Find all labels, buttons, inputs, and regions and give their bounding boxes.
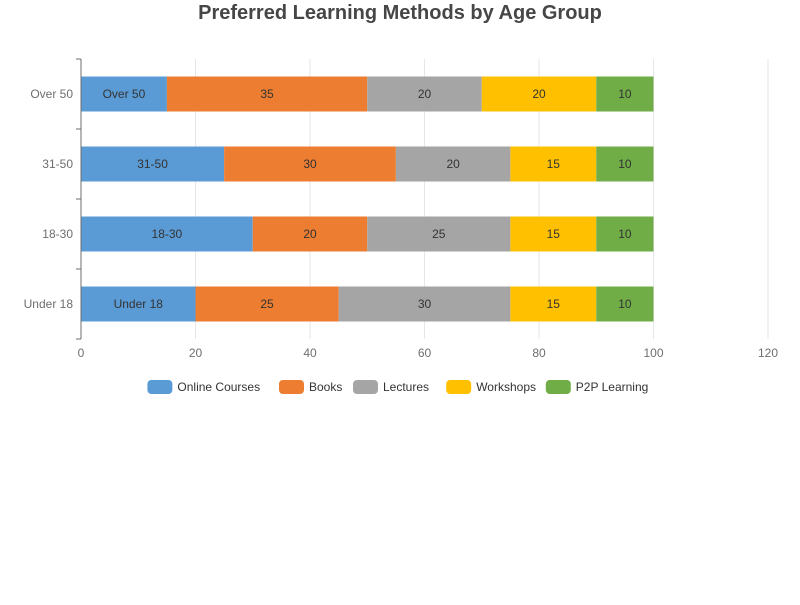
bar-segment	[81, 76, 167, 112]
y-tick-label: Over 50	[30, 87, 73, 101]
bar-segment	[596, 216, 654, 252]
data-label: Under 18	[114, 297, 164, 311]
x-tick-label: 0	[78, 346, 85, 360]
legend-swatch[interactable]	[279, 380, 304, 394]
legend-swatch[interactable]	[353, 380, 378, 394]
legend-label[interactable]: P2P Learning	[576, 380, 649, 394]
legend-swatch[interactable]	[545, 380, 571, 394]
y-tick-label: Under 18	[24, 297, 74, 311]
data-label: 15	[547, 157, 561, 171]
legend-label[interactable]: Lectures	[383, 380, 429, 394]
bar-segment	[166, 76, 368, 112]
bar-segment	[252, 216, 368, 252]
legend-swatch[interactable]	[446, 380, 472, 394]
bar-segment	[510, 216, 597, 252]
data-label: 18-30	[152, 227, 183, 241]
bar-segment	[81, 146, 225, 182]
data-label: 20	[446, 157, 460, 171]
data-label: 25	[260, 297, 274, 311]
x-tick-label: 80	[532, 346, 546, 360]
bar-segment	[81, 216, 253, 252]
bar-segment	[367, 216, 511, 252]
legend-swatch[interactable]	[147, 380, 173, 394]
legend-label[interactable]: Books	[309, 380, 342, 394]
bars-group: Under 18 25 30 15 10 18-30 20 25 15 10 31-50 30 20 15…	[81, 76, 654, 322]
bar-segment	[596, 76, 654, 112]
data-label: 15	[547, 297, 561, 311]
bar-segment	[81, 286, 196, 322]
data-label: 15	[547, 227, 561, 241]
data-label: 10	[618, 157, 632, 171]
axes-group: 0 20 40 60 80 100 120 Under 18 18-30 31-50 Over 50	[24, 58, 778, 360]
y-tick-label: 31-50	[42, 157, 73, 171]
bar-segment	[195, 286, 339, 322]
bar-segment	[596, 286, 654, 322]
x-tick-label: 100	[643, 346, 663, 360]
data-label: Over 50	[103, 87, 146, 101]
y-tick-label: 18-30	[42, 227, 73, 241]
legend: Online Courses Books Lectures Workshops P2P …	[147, 380, 648, 394]
data-label: 20	[303, 227, 317, 241]
bar-segment	[510, 146, 597, 182]
data-label: 25	[432, 227, 446, 241]
chart-title: Preferred Learning Methods by Age Group	[198, 2, 602, 24]
bar-segment	[395, 146, 511, 182]
data-label: 30	[303, 157, 317, 171]
bar-segment	[510, 286, 597, 322]
bar-segment	[481, 76, 597, 112]
x-tick-label: 60	[418, 346, 432, 360]
legend-label[interactable]: Workshops	[476, 380, 536, 394]
bar-segment	[367, 76, 482, 112]
x-tick-label: 40	[303, 346, 317, 360]
bar-segment	[596, 146, 654, 182]
data-label: 31-50	[137, 157, 168, 171]
data-label: 20	[532, 87, 546, 101]
x-tick-label: 20	[189, 346, 203, 360]
legend-label[interactable]: Online Courses	[177, 380, 260, 394]
data-label: 10	[618, 87, 632, 101]
data-label: 10	[618, 297, 632, 311]
bar-segment	[338, 286, 511, 322]
data-label: 35	[260, 87, 274, 101]
data-label: 10	[618, 227, 632, 241]
x-tick-label: 120	[758, 346, 778, 360]
bar-segment	[224, 146, 396, 182]
data-label: 20	[418, 87, 432, 101]
data-label: 30	[418, 297, 432, 311]
